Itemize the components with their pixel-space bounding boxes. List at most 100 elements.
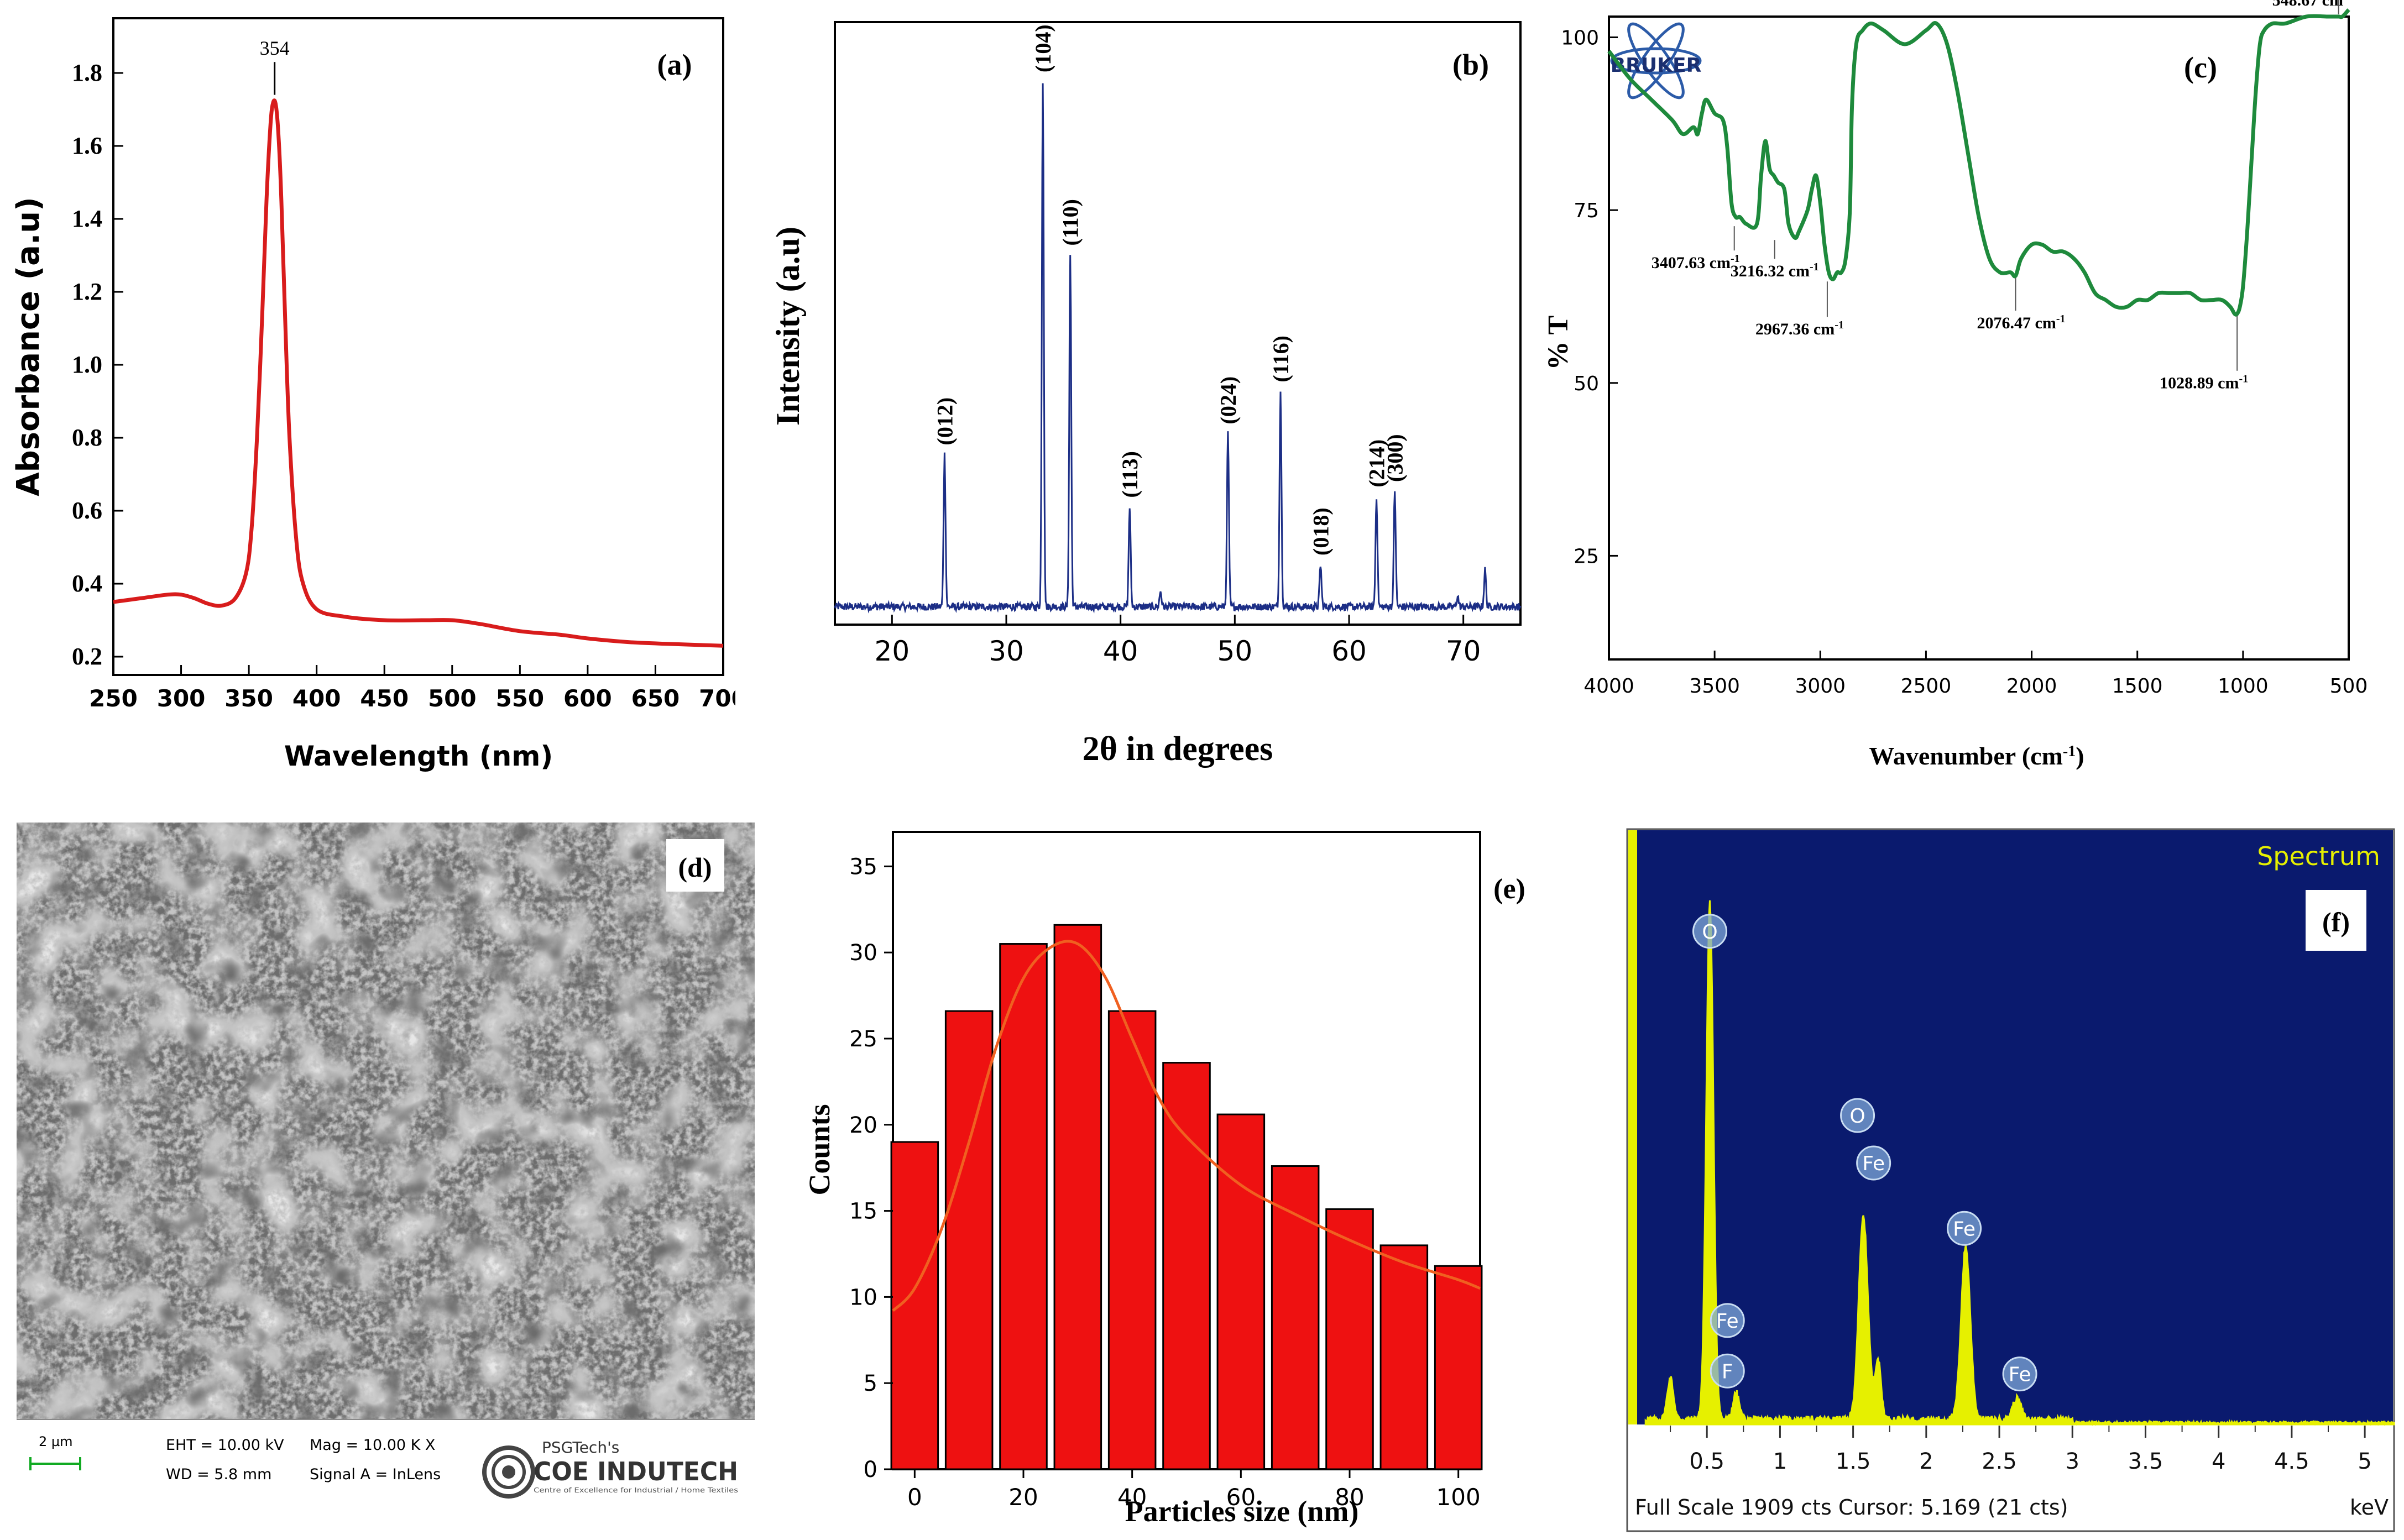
panel-a-x-tick-label: 500 <box>428 685 477 712</box>
panel-c-x-axis-label-end: ) <box>2076 742 2084 770</box>
panel-d-label: (d) <box>678 852 712 883</box>
panel-f-zero-peak <box>1628 830 1637 1424</box>
panel-b-x-axis-label: 2θ in degrees <box>1083 730 1273 768</box>
sem-signal: Signal A = InLens <box>310 1466 441 1483</box>
panel-f-footer: Full Scale 1909 cts Cursor: 5.169 (21 ct… <box>1635 1495 2068 1520</box>
panel-f-x-tick-label: 0.5 <box>1689 1449 1724 1474</box>
panel-c-annotation-sup: -1 <box>1810 261 1819 273</box>
panel-a-absorbance-curve <box>113 98 724 648</box>
panel-c-annotation: 548.67 cm-1 <box>2272 0 2353 9</box>
panel-c-ftir-chart: 4000 3500 3000 2500 2000 1500 1000 500 25 50 75 100… <box>1543 0 2368 770</box>
logo-psgtech: PSGTech's <box>542 1438 619 1457</box>
panel-c-annotation-sup: -1 <box>1731 253 1740 265</box>
panel-c-transmittance-curve <box>1607 8 2350 317</box>
sem-micrograph: (d) 2 µm EHT = 10.00 kV WD = 5.8 mm Mag … <box>17 823 755 1521</box>
panel-e-y-tick-label: 30 <box>849 940 877 966</box>
panel-f-eds-spectrum: O O Fe Fe Fe F Fe Spectrum (f) 0.5 1 1.5 2 2.5 3 3.5… <box>1626 828 2395 1532</box>
panel-b-x-tick-label: 70 <box>1446 635 1481 667</box>
panel-e-bar <box>1162 1062 1211 1470</box>
sem-shadows <box>17 823 755 1419</box>
panel-a-y-tick-label: 1.2 <box>72 278 102 305</box>
panel-f-plot-background <box>1628 830 2393 1424</box>
coe-indutech-logo: PSGTech's COE INDUTECH Centre of Excelle… <box>482 1438 738 1499</box>
panel-c-label: (c) <box>2184 51 2217 84</box>
panel-e-y-tick-label: 25 <box>849 1026 877 1052</box>
sem-scale-label: 2 µm <box>39 1434 73 1449</box>
panel-b-x-tick-label: 60 <box>1331 635 1367 667</box>
panel-d-sem-image: (d) 2 µm EHT = 10.00 kV WD = 5.8 mm Mag … <box>17 823 755 1521</box>
panel-e-y-tick-label: 10 <box>849 1285 877 1310</box>
bruker-logo: BRUKER <box>1610 22 1702 99</box>
panel-a-label: (a) <box>657 48 692 81</box>
panel-f-element-badge <box>1710 1353 1745 1389</box>
panel-b-x-tick-label: 20 <box>875 635 910 667</box>
sem-eht: EHT = 10.00 kV <box>166 1437 284 1454</box>
panel-b-diffraction-pattern <box>834 83 1522 614</box>
panel-a-y-axis-label: Absorbance (a.u) <box>11 197 46 496</box>
panel-c-y-tick-label: 75 <box>1574 200 1599 222</box>
panel-f-element-badge <box>1692 914 1727 949</box>
panel-f-element-badge <box>1856 1145 1891 1181</box>
bruker-logo-orbit-1 <box>1627 22 1685 99</box>
panel-c-annotation: 3407.63 cm-1 <box>1652 253 1740 272</box>
bruker-logo-orbit-3 <box>1610 47 1702 75</box>
panel-c-annotation-text: 1028.89 cm <box>2160 374 2239 392</box>
panel-f-x-tick-label: 5 <box>2358 1449 2371 1474</box>
panel-a-x-tick-label: 250 <box>89 685 138 712</box>
panel-e-y-tick-label: 15 <box>849 1199 877 1224</box>
bruker-logo-orbit-2 <box>1627 22 1685 99</box>
panel-b-label: (b) <box>1452 48 1489 81</box>
panel-c-annotation-sup: -1 <box>2056 313 2066 325</box>
sem-wd: WD = 5.8 mm <box>166 1466 271 1483</box>
panel-f-element-badge <box>1947 1211 1982 1246</box>
panel-f-x-tick-label: 2.5 <box>1982 1449 2017 1474</box>
panel-a-y-tick-label: 0.6 <box>72 497 102 524</box>
panel-c-annotation: 2076.47 cm-1 <box>1977 313 2066 332</box>
panel-e-y-tick-label: 5 <box>864 1371 877 1396</box>
panel-c-annotation-sup: -1 <box>1835 319 1844 331</box>
panel-a-y-tick-label: 1.4 <box>72 205 102 232</box>
panel-d-label-box <box>666 839 724 892</box>
panel-e-x-tick-label: 100 <box>1436 1484 1481 1511</box>
panel-c-x-tick-label: 4000 <box>1583 675 1634 698</box>
panel-f-element-badge <box>1840 1098 1875 1133</box>
panel-c-annotation-text: 2076.47 cm <box>1977 314 2056 332</box>
panel-b-peak-label: (018) <box>1308 507 1333 556</box>
panel-c-annotation-text: 3216.32 cm <box>1731 262 1810 280</box>
panel-b-peak-label: (214) <box>1365 439 1389 488</box>
panel-f-label: (f) <box>2322 907 2350 937</box>
panel-e-bar <box>1379 1244 1429 1470</box>
panel-c-x-axis-label-sup: -1 <box>2063 743 2076 760</box>
logo-coe-indutech: COE INDUTECH <box>534 1457 738 1486</box>
panel-e-y-tick-label: 20 <box>849 1113 877 1138</box>
panel-f-spectrum-title: Spectrum <box>2257 841 2380 871</box>
panel-f-element-badge <box>2002 1356 2037 1392</box>
panel-c-x-tick-label: 2000 <box>2006 675 2057 698</box>
panel-f-element-badge <box>1710 1303 1745 1338</box>
panel-e-bar <box>1216 1113 1266 1470</box>
panel-c-annotation-text: 548.67 cm <box>2272 0 2343 9</box>
panel-b-peak-label: (116) <box>1268 336 1293 382</box>
panel-f-element-label: O <box>1849 1105 1865 1128</box>
panel-e-y-tick-label: 0 <box>864 1457 877 1483</box>
panel-b-xrd-chart: 20 30 40 50 60 70 (012) (104) (110) (113) (024) (1… <box>770 21 1522 768</box>
panel-f-element-label: O <box>1702 921 1717 944</box>
panel-c-x-tick-label: 3500 <box>1689 675 1740 698</box>
panel-e-bar <box>1271 1165 1320 1470</box>
panel-f-element-label: Fe <box>1716 1310 1739 1333</box>
panel-e-bar <box>1053 924 1102 1470</box>
panel-a-x-tick-label: 450 <box>360 685 409 712</box>
panel-b-peak-label: (012) <box>932 397 957 446</box>
panel-c-annotation-text: 3407.63 cm <box>1652 254 1731 272</box>
panel-f-x-tick-label: 3.5 <box>2128 1449 2163 1474</box>
panel-e-size-histogram: 0 20 40 60 80 100 0 5 10 15 20 25 30 35 (e) Particles… <box>803 831 1525 1528</box>
panel-c-x-axis-label-text: Wavenumber (cm <box>1869 742 2063 770</box>
panel-e-x-tick-label: 0 <box>907 1484 922 1511</box>
panel-a-x-tick-label: 700 <box>699 685 735 712</box>
panel-b-peak-label: (110) <box>1058 199 1083 245</box>
panel-c-y-tick-label: 25 <box>1574 545 1599 568</box>
panel-e-x-tick-label: 20 <box>1008 1484 1038 1511</box>
panel-a-y-tick-label: 0.4 <box>72 570 102 597</box>
panel-e-fit-curve <box>892 940 1481 1312</box>
